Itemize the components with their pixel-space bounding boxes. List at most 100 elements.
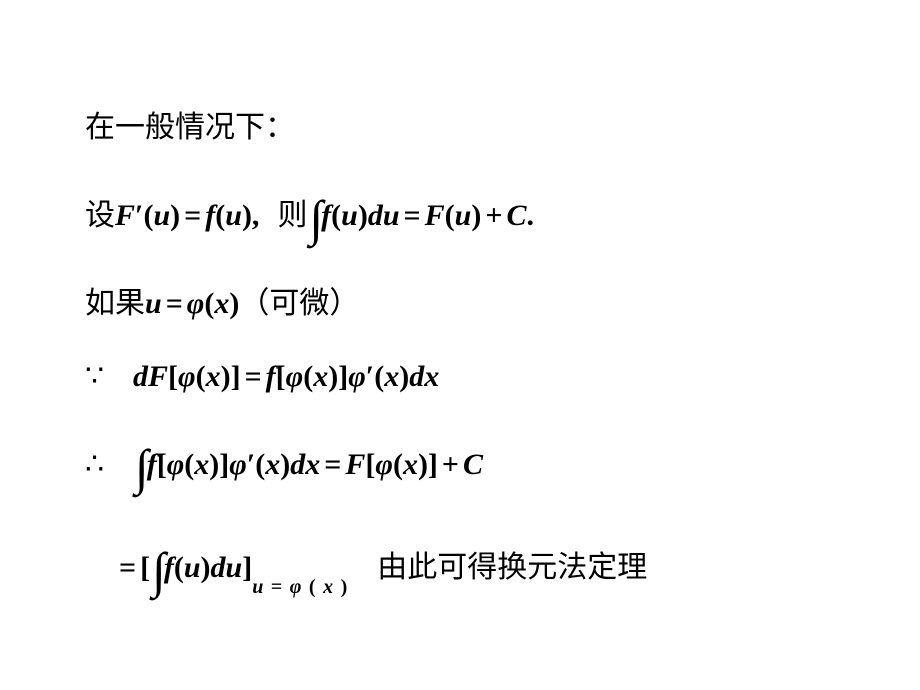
subscript: u = φ ( x ) xyxy=(252,554,347,602)
math-plus: + xyxy=(481,193,506,238)
math-paren: ) xyxy=(280,442,290,487)
math-u: u xyxy=(226,545,243,590)
math-u: u xyxy=(341,193,358,238)
math-bracket: [ xyxy=(168,354,178,399)
sub-eq: = xyxy=(271,576,282,598)
math-phi: φ xyxy=(286,354,304,399)
sub-phi: φ xyxy=(290,576,302,598)
math-eq: = xyxy=(162,281,187,326)
math-u: u xyxy=(225,193,242,238)
sub-paren: ) xyxy=(341,576,348,598)
math-x: x xyxy=(206,354,221,399)
therefore-icon: ∴ xyxy=(85,442,115,487)
math-d: d xyxy=(211,545,226,590)
math-x: x xyxy=(265,442,280,487)
math-x: x xyxy=(194,442,209,487)
math-d: d xyxy=(368,193,383,238)
math-paren: ( xyxy=(445,193,455,238)
math-d: d xyxy=(409,354,424,399)
math-F: F xyxy=(425,193,445,238)
math-paren-bracket: )] xyxy=(418,442,438,487)
math-x: x xyxy=(313,354,328,399)
math-paren: ( xyxy=(393,442,403,487)
math-u: u xyxy=(383,193,400,238)
math-x: x xyxy=(424,354,439,399)
math-x: x xyxy=(384,354,399,399)
math-phi: φ xyxy=(178,354,196,399)
math-paren: ) xyxy=(471,193,481,238)
math-f: f xyxy=(205,193,215,238)
math-paren: ) xyxy=(399,354,409,399)
line-6: = [ ∫ f ( u ) d u ] u = φ ( x ) 由此可得换元法定… xyxy=(85,530,865,605)
math-u: u xyxy=(145,281,162,326)
text-if: 如果 xyxy=(85,281,145,326)
math-paren: ( xyxy=(303,354,313,399)
math-paren: ( xyxy=(184,442,194,487)
math-paren: ( xyxy=(204,281,214,326)
integral-icon: ∫ xyxy=(309,181,323,256)
math-prime-paren: ′( xyxy=(247,442,265,487)
math-paren: ( xyxy=(174,545,184,590)
math-phi: φ xyxy=(348,354,366,399)
math-paren: ) xyxy=(229,281,239,326)
text-theorem: 由此可得换元法定理 xyxy=(377,545,647,590)
math-bracket: [ xyxy=(276,354,286,399)
because-icon: ∵ xyxy=(85,354,115,399)
math-phi: φ xyxy=(187,281,205,326)
math-prime-paren: ′( xyxy=(366,354,384,399)
math-phi: φ xyxy=(167,442,185,487)
math-eq: = xyxy=(400,193,425,238)
math-F: F xyxy=(115,193,135,238)
line-4: ∵ dF [ φ ( x )] = f [ φ ( x )] φ ′( x ) … xyxy=(85,354,865,399)
math-d: d xyxy=(290,442,305,487)
text-then: 则 xyxy=(277,193,307,238)
math-paren: ) xyxy=(201,545,211,590)
math-C: C xyxy=(463,442,483,487)
line-3: 如果 u = φ ( x ) （可微） xyxy=(85,281,865,326)
math-period: . xyxy=(526,193,534,238)
math-phi: φ xyxy=(375,442,393,487)
math-bracket: [ xyxy=(157,442,167,487)
math-bracket: [ xyxy=(140,545,150,590)
math-dF: dF xyxy=(133,354,168,399)
slide-content: 在一般情况下： 设 F ′( u ) = f ( u ), 则 ∫ f ( u … xyxy=(85,105,865,633)
sub-u: u xyxy=(252,576,263,598)
math-paren-comma: ), xyxy=(242,193,260,238)
math-eq: = xyxy=(115,545,140,590)
text-let: 设 xyxy=(85,193,115,238)
math-bracket: [ xyxy=(365,442,375,487)
math-paren: ( xyxy=(331,193,341,238)
math-paren: ) xyxy=(358,193,368,238)
math-u: u xyxy=(184,545,201,590)
math-eq: = xyxy=(180,193,205,238)
text-intro: 在一般情况下： xyxy=(85,105,295,150)
line-2: 设 F ′( u ) = f ( u ), 则 ∫ f ( u ) d u = … xyxy=(85,178,865,253)
math-u: u xyxy=(153,193,170,238)
math-u: u xyxy=(455,193,472,238)
math-paren: ) xyxy=(170,193,180,238)
math-x: x xyxy=(403,442,418,487)
sub-paren: ( xyxy=(309,576,316,598)
math-prime-paren: ′( xyxy=(135,193,153,238)
math-eq: = xyxy=(241,354,266,399)
math-plus: + xyxy=(438,442,463,487)
math-eq: = xyxy=(320,442,345,487)
math-f: f xyxy=(266,354,276,399)
math-paren-bracket: )] xyxy=(328,354,348,399)
math-phi: φ xyxy=(229,442,247,487)
math-paren-bracket: )] xyxy=(221,354,241,399)
text-differentiable: （可微） xyxy=(239,281,359,326)
sub-x: x xyxy=(323,576,333,598)
integral-icon: ∫ xyxy=(135,430,149,505)
math-paren: ( xyxy=(215,193,225,238)
math-x: x xyxy=(305,442,320,487)
math-x: x xyxy=(214,281,229,326)
math-bracket: ] xyxy=(242,545,252,590)
integral-icon: ∫ xyxy=(152,533,166,608)
math-paren-bracket: )] xyxy=(209,442,229,487)
math-F: F xyxy=(345,442,365,487)
line-1: 在一般情况下： xyxy=(85,105,865,150)
line-5: ∴ ∫ f [ φ ( x )] φ ′( x ) d x = F [ φ ( … xyxy=(85,427,865,502)
math-paren: ( xyxy=(196,354,206,399)
math-C: C xyxy=(506,193,526,238)
